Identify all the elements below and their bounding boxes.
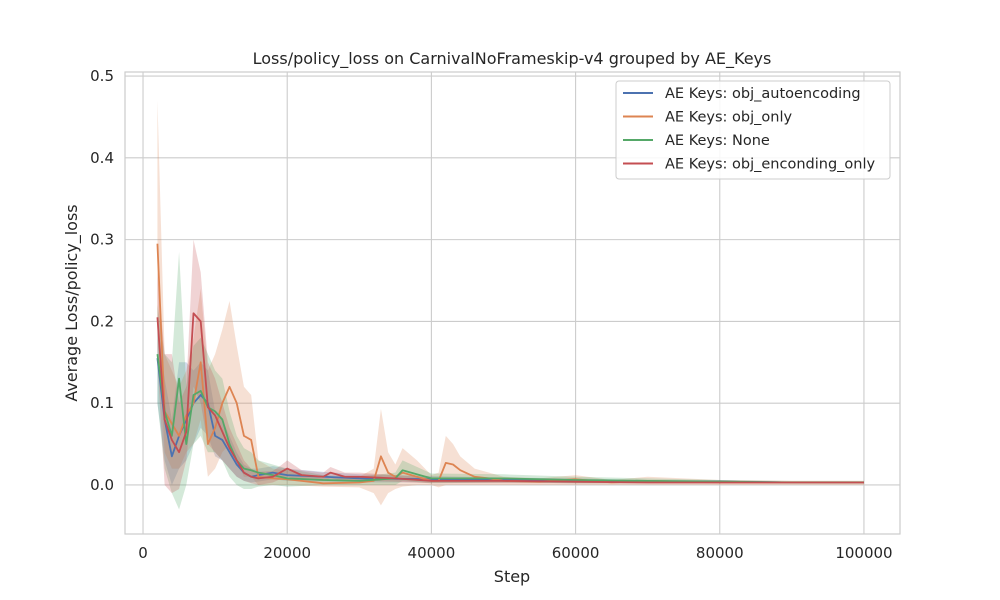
chart-title: Loss/policy_loss on CarnivalNoFrameskip-… bbox=[253, 49, 772, 69]
y-tick-labels: 0.0 0.1 0.2 0.3 0.4 0.5 bbox=[90, 67, 114, 494]
x-axis-label: Step bbox=[494, 567, 530, 586]
series-line-3 bbox=[156, 312, 864, 484]
x-tick-label: 20000 bbox=[263, 544, 311, 562]
y-tick-label: 0.1 bbox=[90, 394, 114, 412]
x-tick-label: 100000 bbox=[835, 544, 892, 562]
y-tick-label: 0.0 bbox=[90, 476, 114, 494]
x-tick-labels: 0 20000 40000 60000 80000 100000 bbox=[138, 544, 892, 562]
x-tick-label: 40000 bbox=[408, 544, 456, 562]
x-tick-label: 60000 bbox=[552, 544, 600, 562]
y-tick-label: 0.5 bbox=[90, 67, 114, 85]
plot-frame bbox=[124, 71, 901, 535]
legend-entry-0: AE Keys: obj_autoencoding bbox=[665, 86, 861, 102]
series-line-2 bbox=[156, 353, 864, 484]
legend-entry-1: AE Keys: obj_only bbox=[665, 110, 792, 126]
legend-entry-2: AE Keys: None bbox=[665, 133, 770, 149]
legend: AE Keys: obj_autoencoding AE Keys: obj_on… bbox=[615, 80, 891, 180]
x-tick-label: 0 bbox=[138, 544, 148, 562]
legend-entry-3: AE Keys: obj_enconding_only bbox=[665, 157, 875, 173]
x-tick-label: 80000 bbox=[696, 544, 744, 562]
legend-box bbox=[615, 80, 891, 180]
y-axis-label: Average Loss/policy_loss bbox=[62, 204, 82, 401]
y-tick-label: 0.4 bbox=[90, 149, 114, 167]
y-tick-label: 0.3 bbox=[90, 231, 114, 249]
series-lines bbox=[156, 243, 864, 485]
y-tick-label: 0.2 bbox=[90, 312, 114, 330]
